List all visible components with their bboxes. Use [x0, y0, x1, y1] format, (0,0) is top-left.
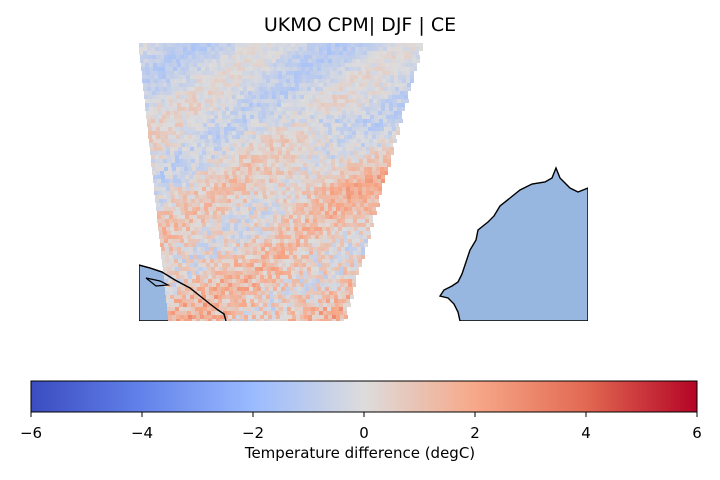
- temperature-field: [139, 43, 423, 323]
- colorbar-tick-label: 4: [581, 424, 591, 442]
- colorbar-tick-label: 2: [470, 424, 480, 442]
- colorbar-tick-label: −4: [131, 424, 153, 442]
- colorbar-tick-label: 6: [692, 424, 702, 442]
- map-panel: [139, 43, 588, 323]
- colorbar: [31, 381, 697, 412]
- colorbar-tick-label: −2: [242, 424, 264, 442]
- colorbar-tick-label: 0: [359, 424, 369, 442]
- colorbar-label: Temperature difference (degC): [0, 444, 720, 462]
- colorbar-tick-label: −6: [20, 424, 42, 442]
- land-right: [440, 168, 588, 321]
- colorbar-ticks: [31, 412, 697, 417]
